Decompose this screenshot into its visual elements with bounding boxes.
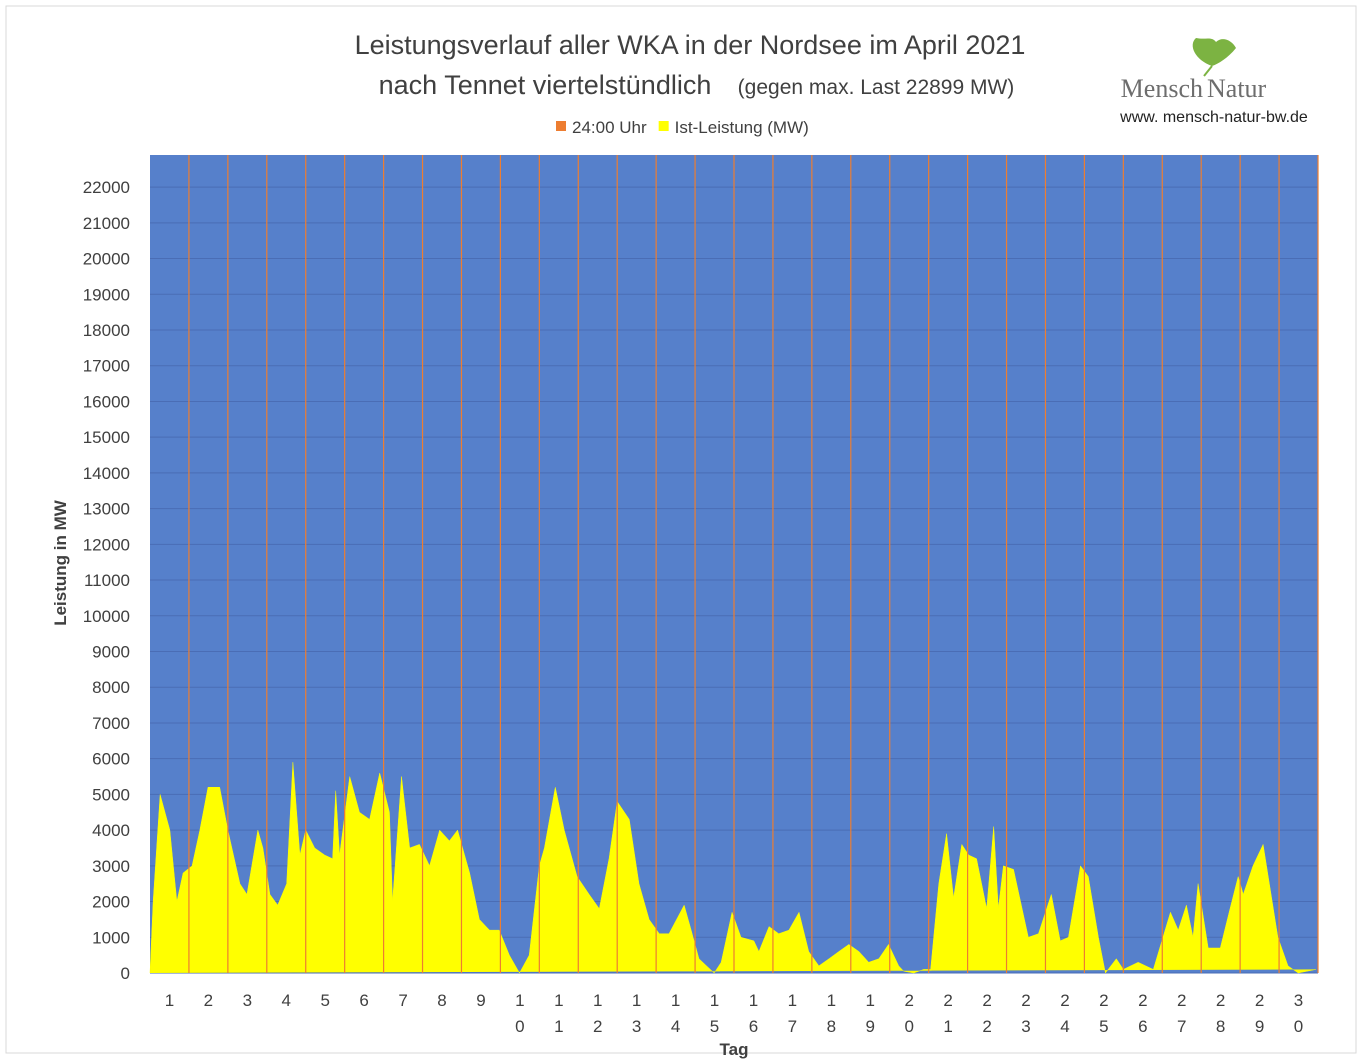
area (149, 762, 1317, 974)
y-tick-label: 16000 (83, 392, 130, 411)
y-tick-label: 18000 (83, 321, 130, 340)
y-tick-label: 2000 (92, 893, 130, 912)
y-tick-label: 19000 (83, 285, 130, 304)
logo-word: Natur (1207, 74, 1267, 103)
y-tick-label: 22000 (83, 178, 130, 197)
logo-word: Mensch (1121, 74, 1203, 103)
logo-stem (1203, 65, 1213, 77)
x-tick-label: 6 (359, 991, 368, 1010)
legend: 24:00 Uhr Ist-Leistung (MW) (556, 118, 809, 137)
y-tick-label: 20000 (83, 250, 130, 269)
y-tick-label: 8000 (92, 678, 130, 697)
y-tick-label: 12000 (83, 535, 130, 554)
y-tick-label: 21000 (83, 214, 130, 233)
y-tick-label: 7000 (92, 714, 130, 733)
y-tick-label: 17000 (83, 357, 130, 376)
x-tick-label: 9 (476, 991, 485, 1010)
x-tick-label: 1 (165, 991, 174, 1010)
logo-leaf (1192, 38, 1236, 66)
y-tick-label: 15000 (83, 428, 130, 447)
x-tick-label: 7 (398, 991, 407, 1010)
y-tick-label: 5000 (92, 785, 130, 804)
logo-url: www. mensch-natur-bw.de (1119, 109, 1308, 126)
y-tick-label: 13000 (83, 500, 130, 519)
legend-label: Ist-Leistung (MW) (675, 118, 809, 137)
y-tick-label: 6000 (92, 750, 130, 769)
y-tick-label: 10000 (83, 607, 130, 626)
logo: Mensch Natur www. mensch-natur-bw.de (1119, 38, 1308, 126)
y-tick-label: 3000 (92, 857, 130, 876)
x-axis-label: Tag (720, 1040, 749, 1059)
x-tick-label: 8 (437, 991, 446, 1010)
legend-swatch (556, 121, 566, 131)
x-tick-label: 2 (204, 991, 213, 1010)
y-tick-label: 14000 (83, 464, 130, 483)
chart-title-line2: nach Tennet viertelstündlich (379, 70, 712, 100)
y-tick-label: 4000 (92, 821, 130, 840)
x-tick-label: 4 (282, 991, 291, 1010)
y-tick-label: 9000 (92, 643, 130, 662)
y-axis-label: Leistung in MW (51, 499, 70, 626)
x-tick-label: 3 (243, 991, 252, 1010)
legend-swatch (658, 121, 669, 131)
y-tick-label: 11000 (84, 571, 130, 590)
y-tick-label: 1000 (92, 928, 130, 947)
chart-title: Leistungsverlauf aller WKA in der Nordse… (355, 30, 1026, 60)
legend-label: 24:00 Uhr (572, 118, 647, 137)
chart-subtitle: (gegen max. Last 22899 MW) (738, 76, 1015, 99)
y-tick-label: 0 (121, 964, 130, 983)
x-tick-label: 5 (320, 991, 329, 1010)
